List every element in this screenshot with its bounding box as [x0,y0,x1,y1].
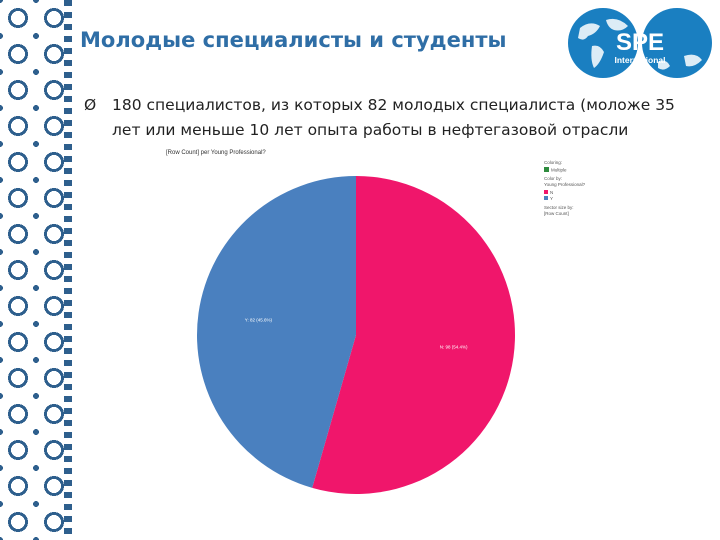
bullet-arrow-icon: Ø [84,96,97,114]
bullet-text: 180 специалистов, из которых 82 молодых … [112,96,675,139]
legend-entry-y: Y [550,196,553,201]
pie-slice-label-y: Y: 82 (45.6%) [245,317,273,322]
pie-chart: [Row Count] per Young Professional? N: 9… [166,150,586,495]
legend-coloring-label: Coloring: [544,160,562,165]
ornament-border [0,0,72,540]
pie-labels: N: 98 (54.4%) Y: 82 (45.6%) [245,317,468,349]
pie-slice-n [312,176,516,495]
legend-entry-n: N [550,190,553,195]
slide-title: Молодые специалисты и студенты [80,28,507,52]
legend-sector-value: [Row Count] [544,211,569,216]
legend-items: NY [544,190,553,201]
logo-subtitle: International [614,55,665,65]
chart-legend: Coloring: Multiple Color by: Young Profe… [544,160,586,216]
chart-title: [Row Count] per Young Professional? [166,150,266,156]
logo-wordmark: SPE [616,29,664,56]
legend-swatch-y [544,196,548,200]
ornament-border-edge [64,0,72,540]
legend-color-by-value: Young Professional? [544,182,586,187]
pie-slice-label-n: N: 98 (54.4%) [440,345,468,350]
pie-slice-y [197,175,356,488]
legend-sector-label: Sector size by: [544,205,574,210]
legend-coloring-value: Multiple [551,168,567,173]
bullet-point: Ø 180 специалистов, из которых 82 молоды… [84,93,704,143]
legend-swatch-n [544,190,548,194]
legend-coloring-swatch [544,167,549,172]
spe-logo: SPE International [568,8,712,78]
pie-slices [197,175,516,495]
legend-color-by-label: Color by: [544,176,562,181]
